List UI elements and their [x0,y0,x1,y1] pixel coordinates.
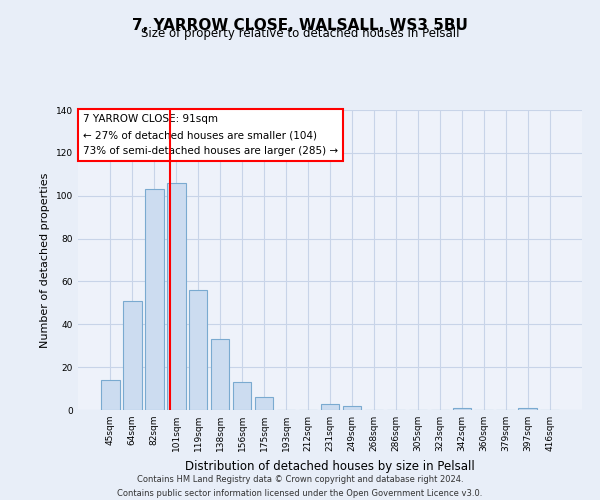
Y-axis label: Number of detached properties: Number of detached properties [40,172,50,348]
Bar [189,290,208,410]
Text: 7, YARROW CLOSE, WALSALL, WS3 5BU: 7, YARROW CLOSE, WALSALL, WS3 5BU [132,18,468,32]
Bar [518,408,537,410]
Bar [145,190,164,410]
Bar [255,397,274,410]
Text: Contains HM Land Registry data © Crown copyright and database right 2024.
Contai: Contains HM Land Registry data © Crown c… [118,476,482,498]
Bar [343,406,361,410]
Bar [452,408,471,410]
Text: Size of property relative to detached houses in Pelsall: Size of property relative to detached ho… [141,28,459,40]
Bar [320,404,340,410]
Bar [123,300,142,410]
Bar [211,340,229,410]
X-axis label: Distribution of detached houses by size in Pelsall: Distribution of detached houses by size … [185,460,475,472]
Bar [167,183,185,410]
Bar [233,382,251,410]
Text: 7 YARROW CLOSE: 91sqm
← 27% of detached houses are smaller (104)
73% of semi-det: 7 YARROW CLOSE: 91sqm ← 27% of detached … [83,114,338,156]
Bar [101,380,119,410]
